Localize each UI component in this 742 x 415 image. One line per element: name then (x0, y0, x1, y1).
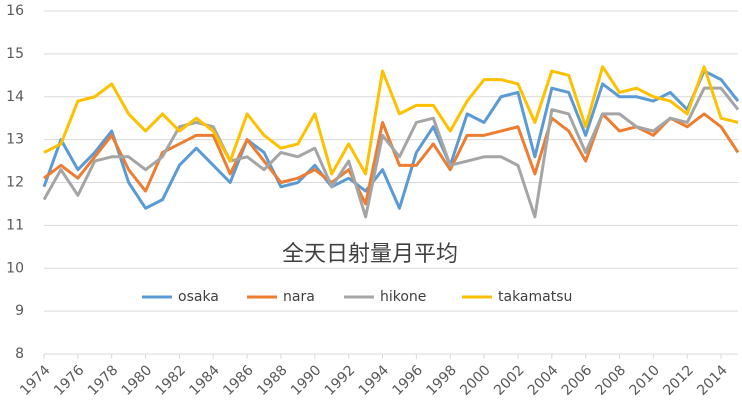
y-tick-label: 9 (15, 303, 24, 319)
line-series (42, 86, 740, 219)
y-tick-label: 8 (15, 346, 24, 362)
x-tick-label: 1988 (254, 362, 291, 399)
x-tick-label: 2012 (660, 362, 697, 399)
x-tick-label: 2008 (593, 362, 630, 399)
x-tick-label: 1996 (390, 362, 427, 399)
x-tick-label: 1982 (153, 362, 190, 399)
x-tick-label: 2000 (457, 362, 494, 399)
x-tick-label: 1976 (51, 362, 88, 399)
x-tick-label: 1990 (288, 362, 325, 399)
legend-label: takamatsu (498, 289, 572, 305)
x-tick-label: 1998 (423, 362, 460, 399)
x-tick-label: 1974 (17, 362, 54, 399)
x-tick-label: 2014 (694, 362, 731, 399)
line-series (43, 65, 739, 176)
legend-label: osaka (178, 289, 219, 305)
x-tick-label: 1978 (85, 362, 122, 399)
x-tick-label: 1980 (119, 362, 156, 399)
y-tick-label: 13 (6, 132, 24, 148)
y-tick-label: 15 (6, 46, 24, 62)
y-tick-label: 10 (6, 260, 24, 276)
x-tick-label: 2004 (525, 362, 562, 399)
line-series (42, 69, 740, 210)
x-tick-label: 2006 (559, 362, 596, 399)
x-tick-label: 1994 (356, 362, 393, 399)
x-tick-label: 2010 (627, 362, 664, 399)
legend-label: hikone (380, 289, 426, 305)
x-tick-label: 1992 (322, 362, 359, 399)
y-tick-label: 16 (6, 3, 24, 19)
y-tick-label: 12 (6, 175, 24, 191)
x-tick-label: 2002 (491, 362, 528, 399)
y-tick-label: 11 (6, 217, 24, 233)
x-tick-label: 1984 (186, 362, 223, 399)
x-tick-label: 1986 (220, 362, 257, 399)
y-tick-label: 14 (6, 89, 24, 105)
legend-label: nara (283, 289, 315, 305)
chart-title: 全天日射量月平均 (282, 242, 458, 267)
